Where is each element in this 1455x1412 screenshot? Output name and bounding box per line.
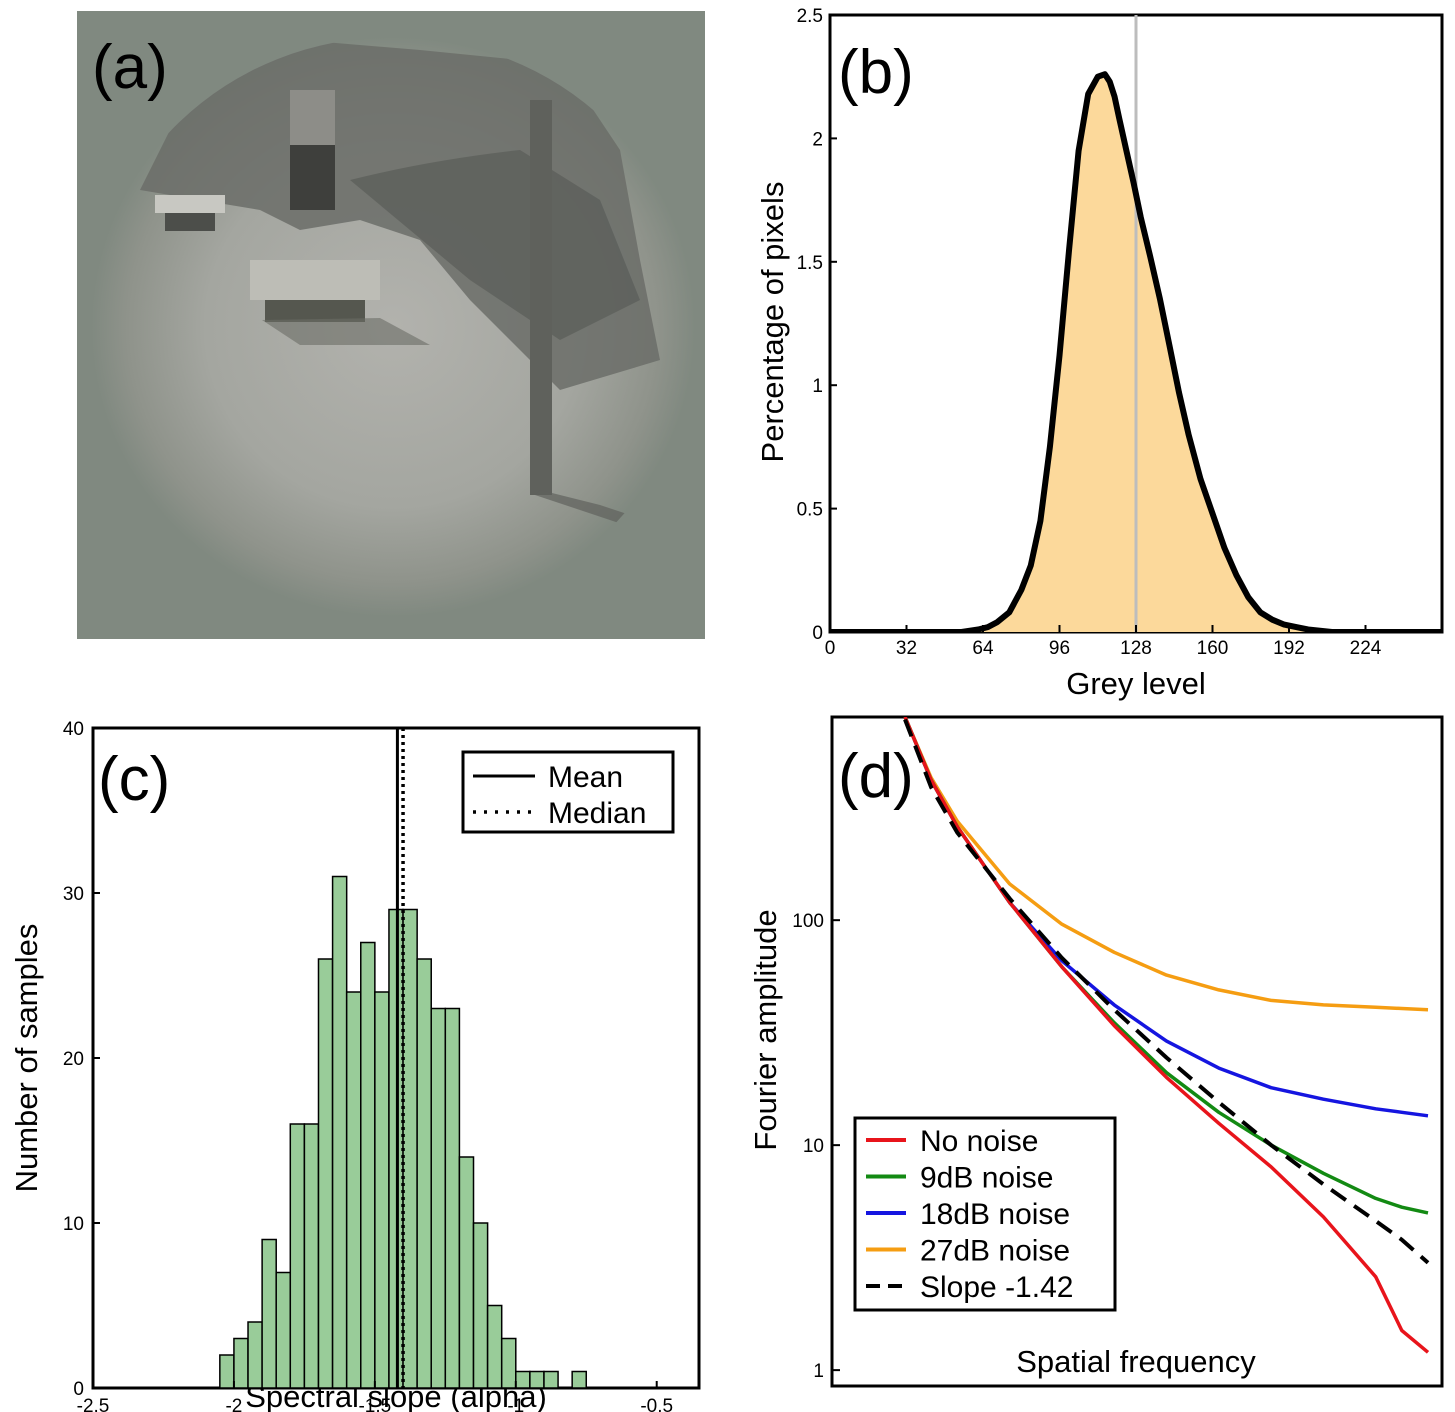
histogram-bar: [261, 1238, 277, 1389]
panel-label-d: (d): [838, 742, 914, 811]
x-tick-label-b: 160: [1197, 638, 1229, 659]
panel-label-a: (a): [92, 33, 168, 102]
histogram-bar: [289, 1123, 306, 1389]
x-tick-label-b: 32: [896, 638, 917, 659]
y-tick-label-b: 1: [812, 376, 823, 397]
photo-panel-a: (a): [77, 11, 705, 639]
panel-label-c: (c): [98, 745, 170, 814]
x-tick-label-b: 224: [1350, 638, 1382, 659]
y-tick-label-b: 0.5: [797, 500, 823, 521]
x-tick-label-c: -2.5: [77, 1396, 110, 1412]
line-panel-d: (d) Spatial frequency Fourier amplitude …: [748, 715, 1444, 1388]
x-tick-label-c: -1: [507, 1396, 524, 1412]
legend-box-c: [461, 750, 675, 834]
x-tick-label-b: 192: [1273, 638, 1305, 659]
histogram-bar: [331, 875, 348, 1389]
x-axis-label-b: Grey level: [1066, 666, 1206, 701]
y-tick-label-c: 20: [63, 1049, 84, 1070]
y-tick-label-c: 30: [63, 884, 84, 905]
x-tick-label-c: -2: [225, 1396, 242, 1412]
histogram-bar: [317, 958, 334, 1389]
histogram-bar: [402, 908, 418, 1389]
y-tick-label-d: 1: [813, 1361, 824, 1382]
panel-label-b: (b): [838, 38, 914, 107]
histogram-panel-c: (c) Spectral slope (alpha) Number of sam…: [9, 719, 701, 1412]
x-tick-label-c: -0.5: [640, 1396, 673, 1412]
y-tick-label-c: 40: [63, 719, 84, 740]
histogram-bar: [529, 1370, 545, 1389]
plot-area-d: [903, 717, 1430, 1354]
histogram-bar: [345, 991, 362, 1389]
histogram-bar: [247, 1321, 263, 1389]
histogram-bar: [303, 1123, 320, 1389]
y-tick-label-c: 10: [63, 1214, 84, 1235]
y-axis-label-d: Fourier amplitude: [748, 909, 783, 1150]
y-tick-label-d: 10: [803, 1136, 824, 1157]
x-tick-label-b: 64: [972, 638, 994, 659]
series-line-slope-1-42: [903, 718, 1430, 1265]
y-tick-label-c: 0: [73, 1379, 84, 1400]
y-tick-label-b: 2: [812, 129, 823, 150]
histogram-bar: [444, 1007, 461, 1389]
y-tick-label-d: 100: [792, 911, 824, 932]
series-line-no-noise: [903, 717, 1430, 1354]
legend-label-d: 9dB noise: [920, 1162, 1053, 1195]
legend-label-d: Slope -1.42: [920, 1271, 1073, 1304]
histogram-panel-b: (b) Grey level Percentage of pixels 0 32 6…: [755, 6, 1444, 701]
histogram-bar: [486, 1304, 503, 1389]
histogram-bar: [543, 1370, 559, 1389]
x-axis-label-d: Spatial frequency: [1016, 1344, 1256, 1379]
histogram-bar: [374, 991, 390, 1389]
legend-label-median: Median: [548, 797, 646, 830]
plot-area-b: [830, 15, 1442, 632]
y-axis-label-c: Number of samples: [9, 924, 44, 1193]
histogram-bar: [219, 1354, 235, 1389]
x-tick-label-b: 96: [1049, 638, 1070, 659]
histogram-bar: [571, 1370, 588, 1389]
axes-frame-d: [830, 715, 1444, 1388]
y-tick-label-b: 0: [812, 623, 823, 644]
series-line-27db-noise: [903, 717, 1429, 1012]
y-tick-label-b: 2.5: [797, 6, 823, 27]
histogram-bar: [430, 1007, 447, 1389]
histogram-bar: [515, 1370, 531, 1389]
x-tick-label-b: 0: [825, 638, 836, 659]
legend-label-d: 27dB noise: [920, 1235, 1070, 1268]
histogram-outline-b: [830, 71, 1442, 632]
histogram-bar: [458, 1156, 475, 1389]
legend-label-mean: Mean: [548, 761, 623, 794]
histogram-bar: [360, 941, 376, 1389]
legend-label-d: 18dB noise: [920, 1198, 1070, 1231]
histogram-bar: [233, 1337, 249, 1389]
y-axis-label-b: Percentage of pixels: [755, 182, 790, 463]
histogram-bar: [275, 1271, 292, 1389]
histogram-bar: [472, 1222, 489, 1389]
x-tick-label-c: -1.5: [358, 1396, 391, 1412]
y-tick-label-b: 1.5: [797, 253, 823, 274]
histogram-bar: [416, 958, 432, 1389]
x-tick-label-b: 128: [1120, 638, 1152, 659]
legend-label-d: No noise: [920, 1125, 1038, 1158]
histogram-bar: [500, 1337, 517, 1389]
